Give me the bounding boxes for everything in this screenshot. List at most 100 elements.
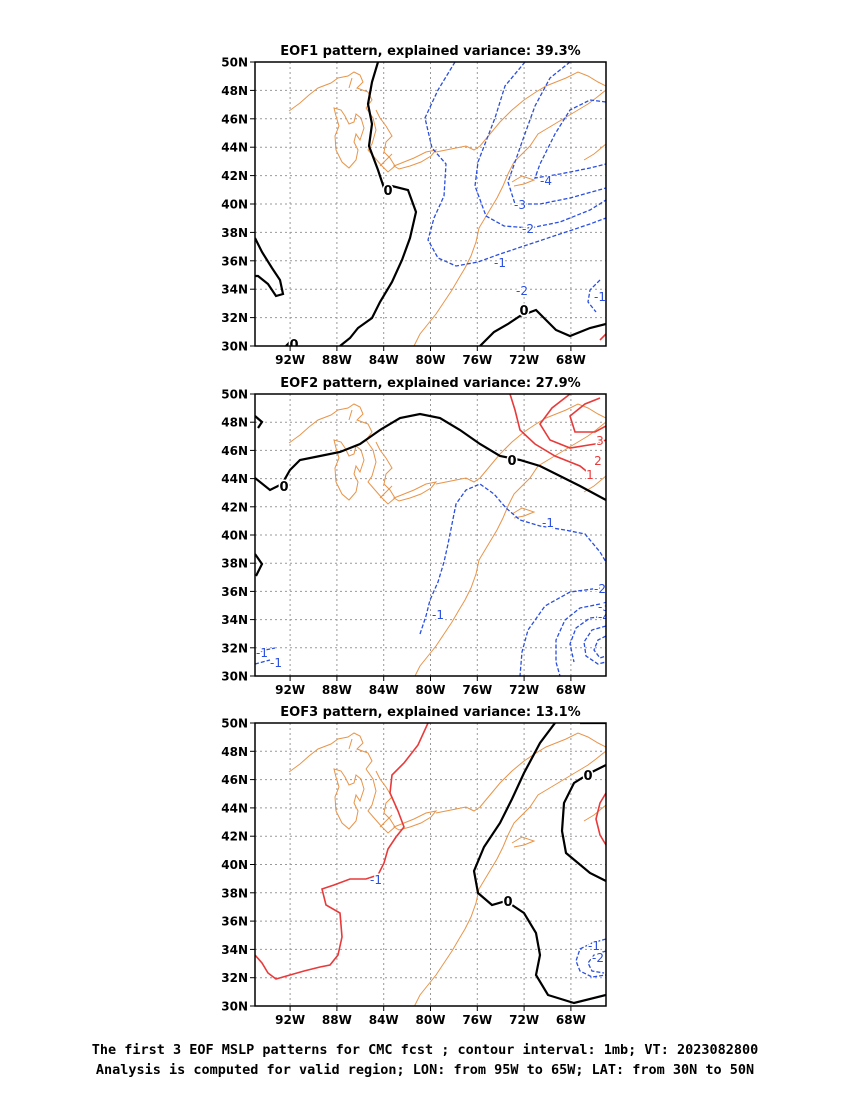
x-tick-label: 88W — [322, 683, 352, 697]
y-tick-label: 34N — [221, 613, 248, 627]
contour-label: -3 — [598, 600, 610, 614]
coastline — [392, 481, 438, 502]
x-tick-label: 72W — [509, 353, 539, 367]
coastline — [348, 409, 353, 421]
y-tick-label: 46N — [221, 444, 248, 458]
positive-contour — [539, 394, 606, 449]
negative-contour — [519, 587, 601, 676]
y-tick-label: 30N — [221, 1000, 248, 1014]
coastline — [507, 750, 606, 836]
y-tick-label: 36N — [221, 254, 248, 268]
coastline — [583, 143, 606, 161]
contour-label: 3 — [596, 434, 604, 448]
coastline — [379, 153, 393, 167]
negative-contour — [587, 279, 601, 313]
positive-contour — [599, 333, 606, 341]
y-tick-label: 40N — [221, 858, 248, 872]
coastline — [348, 77, 353, 89]
negative-contour — [424, 62, 606, 267]
zero-contour — [255, 412, 606, 501]
coastline — [392, 810, 438, 831]
zero-contour — [285, 338, 297, 346]
y-tick-label: 34N — [221, 943, 248, 957]
x-tick-label: 72W — [509, 1013, 539, 1027]
contour-label: 0 — [519, 304, 528, 319]
x-tick-label: 80W — [416, 683, 446, 697]
x-tick-label: 68W — [556, 683, 586, 697]
y-tick-label: 44N — [221, 472, 248, 486]
y-tick-label: 42N — [221, 830, 248, 844]
y-tick-label: 48N — [221, 745, 248, 759]
y-tick-label: 50N — [221, 388, 248, 402]
negative-contour — [419, 483, 606, 635]
y-tick-label: 32N — [221, 971, 248, 985]
contour-label: 0 — [279, 480, 288, 495]
zero-contour — [479, 308, 606, 346]
eof3-panel: EOF3 pattern, explained variance: 13.1% 0… — [221, 705, 607, 1027]
contour-label: -3 — [514, 198, 526, 212]
coastline — [435, 145, 481, 153]
positive-contour — [569, 397, 606, 433]
coastline — [288, 732, 373, 773]
coastline — [511, 175, 536, 187]
x-tick-label: 84W — [369, 353, 399, 367]
coastline — [348, 738, 353, 750]
coastline — [365, 768, 396, 834]
zero-contour — [339, 62, 418, 346]
coastline — [365, 107, 396, 173]
figure-caption-line-1: The first 3 EOF MSLP patterns for CMC fc… — [91, 1042, 759, 1058]
contour-label: 0 — [507, 454, 516, 469]
coastline — [333, 107, 365, 169]
x-tick-label: 68W — [556, 353, 586, 367]
contour-label: 1 — [586, 468, 594, 482]
y-tick-label: 48N — [221, 84, 248, 98]
zero-contour — [560, 764, 606, 882]
negative-contour — [583, 625, 606, 665]
y-tick-label: 32N — [221, 311, 248, 325]
contour-label: -2 — [592, 951, 604, 965]
eof1-title: EOF1 pattern, explained variance: 39.3% — [280, 44, 580, 59]
coastline — [379, 485, 393, 499]
x-tick-label: 84W — [369, 1013, 399, 1027]
coastline — [435, 477, 481, 485]
contour-label: -2 — [522, 222, 534, 236]
coastline — [479, 403, 606, 479]
negative-contour — [587, 950, 606, 974]
y-tick-label: 34N — [221, 283, 248, 297]
coastline — [511, 836, 536, 848]
coastline — [392, 149, 438, 170]
y-tick-label: 40N — [221, 198, 248, 212]
y-tick-label: 44N — [221, 141, 248, 155]
y-tick-label: 30N — [221, 670, 248, 684]
negative-contour — [575, 938, 606, 978]
contour-label: 0 — [583, 769, 592, 784]
positive-contour — [595, 792, 606, 846]
y-tick-label: 50N — [221, 717, 248, 731]
negative-contour — [255, 647, 276, 655]
x-tick-label: 72W — [509, 683, 539, 697]
negative-contour — [507, 62, 606, 205]
contour-label: 0 — [503, 895, 512, 910]
coastline — [507, 89, 606, 175]
x-tick-label: 68W — [556, 1013, 586, 1027]
positive-contour — [509, 394, 591, 475]
y-tick-label: 36N — [221, 585, 248, 599]
coastline — [333, 439, 365, 501]
x-tick-label: 92W — [275, 683, 305, 697]
figure-caption-line-2: Analysis is computed for valid region; L… — [95, 1062, 755, 1078]
contour-label: -1 — [588, 939, 600, 953]
contour-label: -2 — [594, 582, 606, 596]
eof2-panel: EOF2 pattern, explained variance: 27.9% 0… — [221, 376, 610, 697]
contour-label: -1 — [594, 290, 606, 304]
coastline — [413, 173, 509, 346]
x-tick-label: 76W — [462, 1013, 492, 1027]
negative-contour — [569, 615, 606, 663]
zero-contour — [472, 723, 606, 1005]
y-tick-label: 50N — [221, 56, 248, 70]
y-tick-label: 30N — [221, 340, 248, 354]
coastline — [288, 71, 373, 112]
zero-contour — [255, 553, 264, 577]
y-tick-label: 38N — [221, 226, 248, 240]
contour-label: 2 — [594, 454, 602, 468]
contour-label: -1 — [270, 656, 282, 670]
